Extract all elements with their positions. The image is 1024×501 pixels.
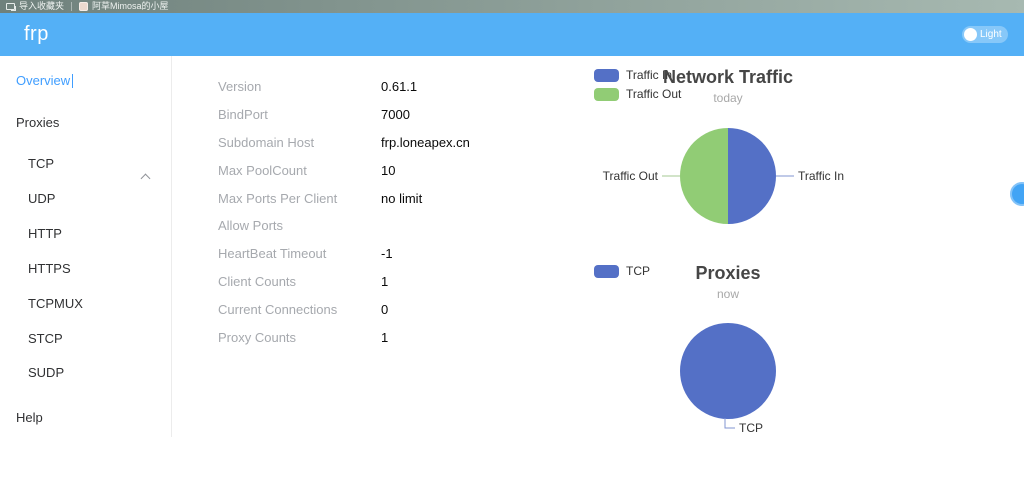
- floating-badge-button[interactable]: [1010, 182, 1024, 206]
- pie-label-tcp: TCP: [739, 421, 763, 435]
- sidebar-item-http-label: HTTP: [28, 226, 62, 241]
- sidebar-item-help-label: Help: [16, 410, 43, 425]
- info-value: no limit: [381, 190, 423, 206]
- theme-toggle-label: Light: [980, 29, 1002, 40]
- info-label: Proxy Counts: [218, 329, 297, 345]
- sidebar: Overview Proxies TCP UDP HTTP HTTPS TCPM…: [0, 56, 172, 437]
- chart-title: Proxies: [695, 263, 761, 283]
- bookmark-label: 阿草Mimosa的小屋: [92, 1, 169, 11]
- legend-marker-icon: [594, 264, 619, 278]
- legend-item-traffic-in[interactable]: Traffic In: [594, 68, 681, 82]
- info-row-proxy-counts: Proxy Counts 1: [218, 323, 470, 351]
- info-value: 1: [381, 273, 389, 289]
- info-value: 1: [381, 329, 389, 345]
- sidebar-item-proxies[interactable]: Proxies: [16, 114, 59, 132]
- sidebar-item-https-label: HTTPS: [28, 261, 71, 276]
- info-value: 7000: [381, 107, 410, 123]
- info-value: -1: [381, 246, 393, 262]
- info-value: 0.61.1: [381, 79, 418, 95]
- info-row-current-connections: Current Connections 0: [218, 295, 470, 323]
- main-content: Version 0.61.1 BindPort 7000 Subdomain H…: [173, 56, 1024, 501]
- proxies-pie: TCP: [680, 323, 776, 435]
- pie-label-traffic-in: Traffic In: [798, 169, 844, 183]
- proxies-chart: TCP Proxies now TCP: [578, 252, 878, 452]
- sidebar-item-help[interactable]: Help: [16, 409, 43, 427]
- legend-label: TCP: [626, 264, 650, 278]
- sidebar-item-stcp[interactable]: STCP: [28, 330, 63, 348]
- import-bookmarks-icon: [6, 3, 16, 11]
- import-bookmarks-button[interactable]: 导入收藏夹: [6, 0, 64, 13]
- sidebar-item-tcp-label: TCP: [28, 156, 54, 171]
- chart-legend: TCP: [594, 264, 650, 283]
- server-info-panel: Version 0.61.1 BindPort 7000 Subdomain H…: [218, 73, 470, 351]
- info-row-client-counts: Client Counts 1: [218, 268, 470, 296]
- pie-label-traffic-out: Traffic Out: [603, 169, 659, 183]
- chevron-up-icon[interactable]: [140, 173, 151, 184]
- legend-label: Traffic Out: [626, 87, 682, 101]
- sidebar-item-tcpmux[interactable]: TCPMUX: [28, 295, 83, 313]
- info-label: Client Counts: [218, 273, 297, 289]
- charts-panel: Traffic In Traffic Out Network Traffic t…: [578, 56, 878, 452]
- bookmark-favicon-icon: [79, 2, 89, 11]
- info-label: Max PoolCount: [218, 162, 307, 178]
- info-row-max-poolcount: Max PoolCount 10: [218, 156, 470, 184]
- info-row-version: Version 0.61.1: [218, 73, 470, 101]
- page-body: Overview Proxies TCP UDP HTTP HTTPS TCPM…: [0, 56, 1024, 501]
- legend-marker-icon: [594, 87, 619, 101]
- sidebar-item-proxies-label: Proxies: [16, 115, 60, 130]
- bookmark-item[interactable]: 阿草Mimosa的小屋: [79, 0, 169, 13]
- info-label: Max Ports Per Client: [218, 190, 338, 206]
- theme-toggle[interactable]: Light: [962, 26, 1008, 43]
- info-value: 0: [381, 301, 389, 317]
- text-cursor: [72, 74, 74, 88]
- legend-item-tcp[interactable]: TCP: [594, 264, 650, 278]
- toggle-knob-icon: [964, 28, 977, 41]
- chart-title: Network Traffic: [662, 67, 794, 87]
- info-value: frp.loneapex.cn: [381, 134, 470, 150]
- network-traffic-pie: Traffic Out Traffic In: [603, 128, 844, 224]
- info-row-max-ports-per-client: Max Ports Per Client no limit: [218, 184, 470, 212]
- info-row-subdomain-host: Subdomain Host frp.loneapex.cn: [218, 129, 470, 157]
- app-header: frp Light: [0, 13, 1024, 56]
- info-row-heartbeat-timeout: HeartBeat Timeout -1: [218, 240, 470, 268]
- info-label: HeartBeat Timeout: [218, 246, 327, 262]
- bookmarks-separator: [71, 2, 73, 11]
- info-label: BindPort: [218, 107, 268, 123]
- pie-slice-traffic-out[interactable]: [680, 128, 728, 224]
- sidebar-item-overview-label: Overview: [16, 73, 71, 88]
- sidebar-item-sudp-label: SUDP: [28, 365, 65, 380]
- sidebar-item-stcp-label: STCP: [28, 331, 63, 346]
- chart-subtitle: now: [716, 287, 739, 301]
- info-label: Current Connections: [218, 301, 338, 317]
- sidebar-item-udp-label: UDP: [28, 191, 56, 206]
- info-value: 10: [381, 162, 396, 178]
- legend-label: Traffic In: [626, 68, 673, 82]
- pie-slice-tcp[interactable]: [680, 323, 776, 419]
- sidebar-item-https[interactable]: HTTPS: [28, 260, 71, 278]
- bookmarks-bar: 导入收藏夹 阿草Mimosa的小屋: [0, 0, 1024, 13]
- info-label: Subdomain Host: [218, 134, 315, 150]
- chart-subtitle: today: [713, 91, 743, 105]
- pie-slice-traffic-in[interactable]: [728, 128, 776, 224]
- info-row-bindport: BindPort 7000: [218, 101, 470, 129]
- app-logo: frp: [24, 23, 49, 45]
- sidebar-item-tcpmux-label: TCPMUX: [28, 296, 83, 311]
- sidebar-item-sudp[interactable]: SUDP: [28, 364, 64, 382]
- info-label: Allow Ports: [218, 218, 284, 234]
- legend-item-traffic-out[interactable]: Traffic Out: [594, 87, 681, 101]
- sidebar-item-overview[interactable]: Overview: [16, 72, 74, 90]
- legend-marker-icon: [594, 68, 619, 82]
- sidebar-item-tcp[interactable]: TCP: [28, 155, 54, 173]
- pie-label-line-bottom: [724, 418, 735, 429]
- info-row-allow-ports: Allow Ports: [218, 212, 470, 240]
- chart-legend: Traffic In Traffic Out: [594, 68, 681, 106]
- info-label: Version: [218, 79, 262, 95]
- sidebar-item-udp[interactable]: UDP: [28, 190, 55, 208]
- sidebar-item-http[interactable]: HTTP: [28, 225, 62, 243]
- network-traffic-chart: Traffic In Traffic Out Network Traffic t…: [578, 56, 878, 252]
- import-bookmarks-label: 导入收藏夹: [19, 1, 65, 11]
